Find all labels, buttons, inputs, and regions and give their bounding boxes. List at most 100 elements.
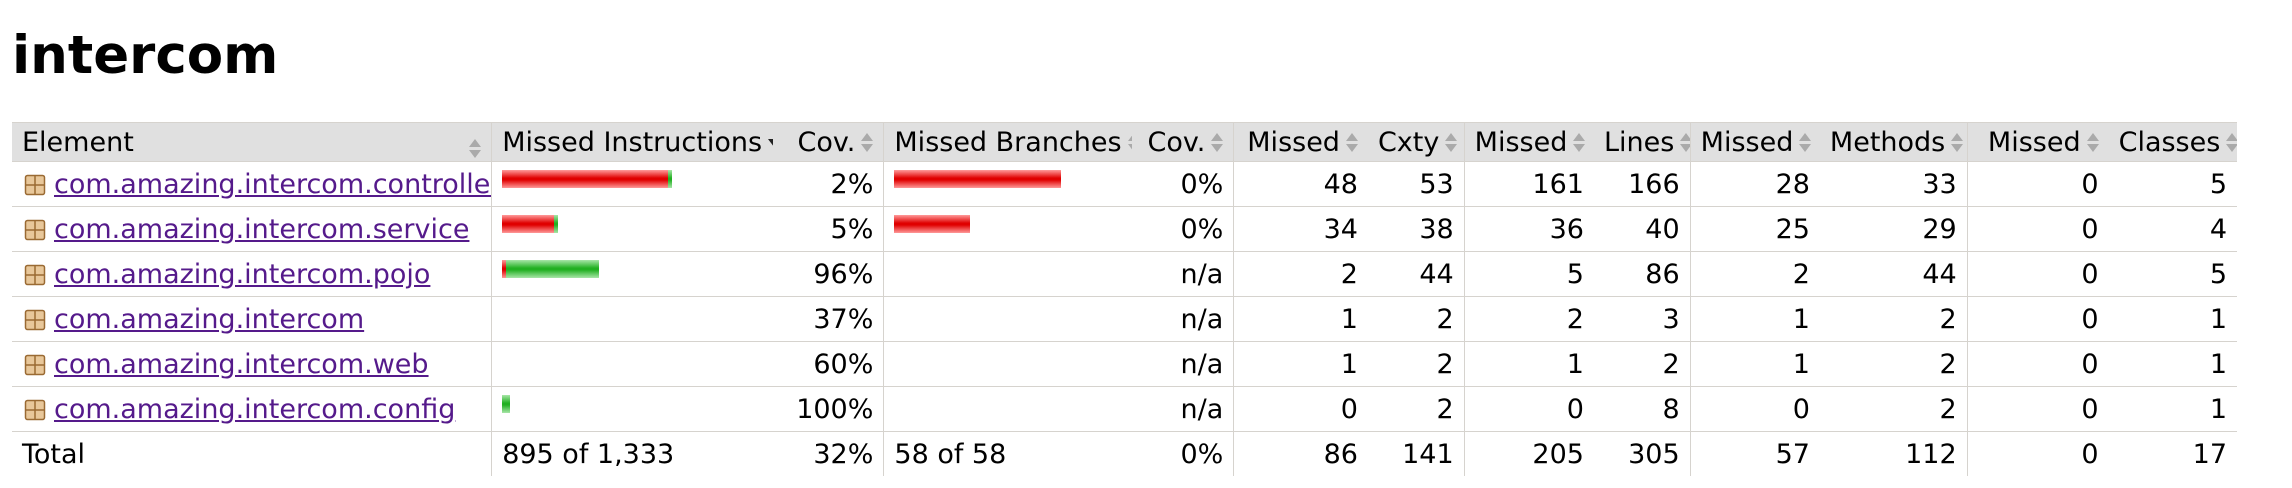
missed-branches-bar-cell — [883, 341, 1132, 387]
classes: 1 — [2108, 296, 2237, 342]
element-cell: com.amazing.intercom.pojo — [12, 251, 492, 297]
covered-bar-segment — [502, 394, 511, 413]
total-label: Total — [22, 438, 86, 470]
package-link[interactable]: com.amazing.intercom.service — [54, 213, 470, 245]
methods: 29 — [1819, 206, 1968, 252]
missed-methods: 1 — [1689, 341, 1820, 387]
col-header-lines[interactable]: Lines — [1593, 122, 1691, 162]
branches-cov: n/a — [1131, 341, 1234, 387]
instructions-cov: 60% — [773, 341, 884, 387]
covered-bar-segment — [554, 214, 559, 233]
cxty: 2 — [1367, 296, 1465, 342]
sort-icon — [469, 138, 482, 159]
missed-branches-bar-cell — [883, 296, 1132, 342]
missed-instructions-bar-cell — [491, 296, 774, 342]
methods: 44 — [1819, 251, 1968, 297]
total-cxty: 141 — [1402, 438, 1454, 470]
missed-lines: 161 — [1463, 161, 1594, 207]
missed-lines: 2 — [1463, 296, 1594, 342]
missed-bar-segment — [894, 214, 971, 233]
methods: 2 — [1819, 386, 1968, 432]
coverage-table: Element Missed Instructions Cov. Missed … — [12, 122, 2237, 476]
col-header-instructions-cov[interactable]: Cov. — [773, 122, 884, 162]
col-header-missed-branches[interactable]: Missed Branches — [883, 122, 1132, 162]
col-header-element[interactable]: Element — [12, 122, 492, 162]
element-cell: com.amazing.intercom.service — [12, 206, 492, 252]
missed-classes: 0 — [1966, 206, 2109, 252]
lines: 3 — [1593, 296, 1691, 342]
missed-branches-bar-cell — [883, 161, 1132, 207]
package-link[interactable]: com.amazing.intercom.controller — [54, 168, 492, 200]
methods: 2 — [1819, 341, 1968, 387]
total-missed-cxty: 86 — [1233, 431, 1368, 476]
col-header-classes[interactable]: Classes — [2108, 122, 2237, 162]
missed-instructions-bar-cell — [491, 206, 774, 252]
package-icon — [24, 399, 46, 420]
col-header-missed-lines[interactable]: Missed — [1463, 122, 1594, 162]
classes: 4 — [2108, 206, 2237, 252]
total-missed-classes: 0 — [1966, 431, 2109, 476]
missed-instructions-bar-cell — [491, 161, 774, 207]
total-methods: 112 — [1905, 438, 1957, 470]
col-header-cxty[interactable]: Cxty — [1367, 122, 1465, 162]
sort-descending-icon — [768, 133, 774, 153]
instructions-coverage-bar — [502, 214, 559, 233]
missed-bar-segment — [894, 169, 1062, 188]
sort-icon — [2226, 132, 2237, 153]
missed-cxty: 1 — [1233, 341, 1368, 387]
cxty: 2 — [1367, 341, 1465, 387]
missed-methods: 2 — [1689, 251, 1820, 297]
branches-cov: 0% — [1131, 161, 1234, 207]
missed-classes: 0 — [1966, 296, 2109, 342]
package-icon — [24, 219, 46, 240]
total-classes: 17 — [2192, 438, 2227, 470]
missed-cxty: 48 — [1233, 161, 1368, 207]
classes: 1 — [2108, 386, 2237, 432]
col-header-missed-methods[interactable]: Missed — [1689, 122, 1820, 162]
package-link[interactable]: com.amazing.intercom.pojo — [54, 258, 431, 290]
missed-cxty: 34 — [1233, 206, 1368, 252]
branches-coverage-bar — [894, 169, 1062, 188]
package-icon — [24, 264, 46, 285]
col-header-missed-cxty[interactable]: Missed — [1233, 122, 1368, 162]
sort-icon — [1127, 132, 1132, 153]
col-header-missed-instructions[interactable]: Missed Instructions — [491, 122, 774, 162]
package-icon — [24, 354, 46, 375]
package-icon — [24, 174, 46, 195]
missed-methods: 28 — [1689, 161, 1820, 207]
sort-icon — [1345, 132, 1358, 153]
missed-cxty: 1 — [1233, 296, 1368, 342]
missed-lines: 5 — [1463, 251, 1594, 297]
package-link[interactable]: com.amazing.intercom.config — [54, 393, 456, 425]
cxty: 53 — [1367, 161, 1465, 207]
table-row: com.amazing.intercom.controller 2% 0% 48… — [12, 161, 2237, 207]
sort-icon — [1799, 132, 1812, 153]
missed-cxty: 0 — [1233, 386, 1368, 432]
col-header-methods[interactable]: Methods — [1819, 122, 1968, 162]
branches-cov: n/a — [1131, 386, 1234, 432]
missed-methods: 25 — [1689, 206, 1820, 252]
covered-bar-segment — [668, 169, 673, 188]
package-link[interactable]: com.amazing.intercom — [54, 303, 365, 335]
table-row: com.amazing.intercom.service 5% 0% 34 38… — [12, 206, 2237, 252]
col-header-missed-classes[interactable]: Missed — [1966, 122, 2109, 162]
package-link[interactable]: com.amazing.intercom.web — [54, 348, 429, 380]
branches-cov: 0% — [1131, 206, 1234, 252]
package-icon — [24, 309, 46, 330]
sort-icon — [2086, 132, 2099, 153]
lines: 2 — [1593, 341, 1691, 387]
missed-branches-bar-cell — [883, 386, 1132, 432]
branches-cov: n/a — [1131, 251, 1234, 297]
total-lines: 305 — [1628, 438, 1680, 470]
total-instructions: 895 of 1,333 — [491, 431, 774, 476]
missed-classes: 0 — [1966, 386, 2109, 432]
total-branches-cov: 0% — [1180, 438, 1224, 470]
sort-icon — [1680, 132, 1691, 153]
missed-cxty: 2 — [1233, 251, 1368, 297]
missed-lines: 36 — [1463, 206, 1594, 252]
table-row: com.amazing.intercom.web 60% n/a 1 2 1 2… — [12, 341, 2237, 387]
col-header-branches-cov[interactable]: Cov. — [1131, 122, 1234, 162]
missed-bar-segment — [502, 169, 669, 188]
missed-methods: 0 — [1689, 386, 1820, 432]
total-missed-methods: 57 — [1689, 431, 1820, 476]
